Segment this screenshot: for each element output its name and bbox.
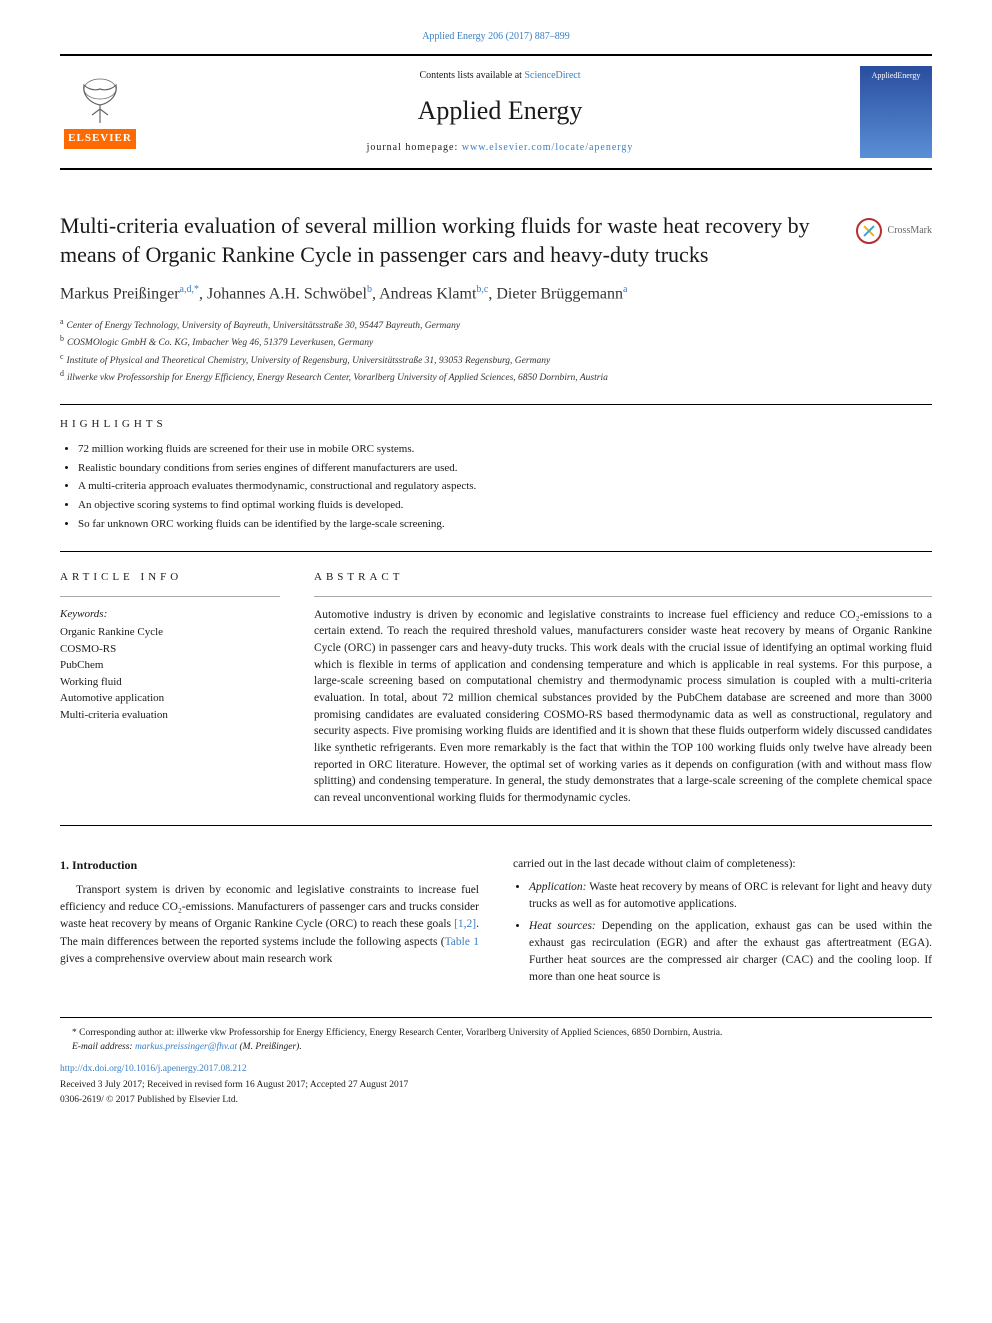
copyright-line: 0306-2619/ © 2017 Published by Elsevier … [60,1093,932,1107]
intro-paragraph: Transport system is driven by economic a… [60,882,479,968]
journal-homepage-line: journal homepage: www.elsevier.com/locat… [158,141,842,155]
affiliations: aCenter of Energy Technology, University… [60,316,932,386]
crossmark-label: CrossMark [888,224,932,238]
bullet-text: Waste heat recovery by means of ORC is r… [529,881,932,910]
bullet-label: Application: [529,881,587,893]
divider [60,825,932,826]
abstract-label: ABSTRACT [314,570,932,585]
thin-divider [60,596,280,597]
author-affil-sup: b,c [476,284,488,295]
list-item: Application: Waste heat recovery by mean… [529,879,932,914]
email-link[interactable]: markus.preissinger@fhv.at [135,1042,237,1052]
table-1-link[interactable]: Table 1 [445,936,479,948]
author-name: Johannes A.H. Schwöbel [207,286,367,303]
keyword-item: Working fluid [60,674,280,691]
received-dates: Received 3 July 2017; Received in revise… [60,1078,932,1092]
author-list: Markus Preißingera,d,*, Johannes A.H. Sc… [60,283,932,306]
keywords-label: Keywords: [60,607,280,622]
col2-continuation: carried out in the last decade without c… [513,856,932,873]
journal-cover-thumb: AppliedEnergy [860,66,932,158]
abstract-column: ABSTRACT Automotive industry is driven b… [314,564,932,806]
header-center: Contents lists available at ScienceDirec… [158,69,842,155]
crossmark-icon [856,218,882,244]
highlight-item: So far unknown ORC working fluids can be… [78,515,932,534]
ref-link-1-2[interactable]: [1,2] [454,918,476,930]
highlights-label: HIGHLIGHTS [60,417,932,432]
author-name: Dieter Brüggemann [496,286,623,303]
doi-link[interactable]: http://dx.doi.org/10.1016/j.apenergy.201… [60,1062,932,1076]
affiliation-line: bCOSMOlogic GmbH & Co. KG, Imbacher Weg … [60,333,932,350]
homepage-prefix: journal homepage: [367,142,462,153]
affiliation-line: aCenter of Energy Technology, University… [60,316,932,333]
email-suffix: (M. Preißinger). [237,1042,302,1052]
highlight-item: A multi-criteria approach evaluates ther… [78,477,932,496]
highlight-item: 72 million working fluids are screened f… [78,440,932,459]
body-col-left: 1. Introduction Transport system is driv… [60,856,479,991]
intro-heading: 1. Introduction [60,856,479,874]
homepage-link[interactable]: www.elsevier.com/locate/apenergy [462,142,634,153]
thin-divider [314,596,932,597]
list-item: Heat sources: Depending on the applicati… [529,918,932,987]
highlights-list: 72 million working fluids are screened f… [78,440,932,533]
highlight-item: An objective scoring systems to find opt… [78,496,932,515]
intro-text-3: gives a comprehensive overview about mai… [60,953,332,965]
intro-text-1: Transport system is driven by economic a… [60,884,479,931]
body-col-right: carried out in the last decade without c… [513,856,932,991]
highlights-block: 72 million working fluids are screened f… [60,440,932,533]
author-affil-sup: a,d,* [180,284,199,295]
divider [60,404,932,405]
col2-bullet-list: Application: Waste heat recovery by mean… [529,879,932,987]
keyword-item: Multi-criteria evaluation [60,707,280,724]
affiliation-line: dillwerke vkw Professorship for Energy E… [60,368,932,385]
highlight-item: Realistic boundary conditions from serie… [78,459,932,478]
keyword-item: COSMO-RS [60,641,280,658]
bullet-label: Heat sources: [529,920,596,932]
journal-header: ELSEVIER Contents lists available at Sci… [60,54,932,170]
journal-reference: Applied Energy 206 (2017) 887–899 [60,30,932,44]
contents-prefix: Contents lists available at [419,70,524,81]
author-name: Markus Preißinger [60,286,180,303]
sciencedirect-link[interactable]: ScienceDirect [524,70,580,81]
article-info-label: ARTICLE INFO [60,570,280,585]
keyword-item: PubChem [60,657,280,674]
article-title: Multi-criteria evaluation of several mil… [60,212,836,269]
crossmark-badge[interactable]: CrossMark [856,218,932,244]
author-affil-sup: a [623,284,627,295]
article-info-column: ARTICLE INFO Keywords: Organic Rankine C… [60,564,280,806]
page-footer: * Corresponding author at: illwerke vkw … [60,1017,932,1107]
keywords-list: Organic Rankine CycleCOSMO-RSPubChemWork… [60,624,280,723]
author-name: Andreas Klamt [379,286,476,303]
contents-lists-line: Contents lists available at ScienceDirec… [158,69,842,83]
corr-text: Corresponding author at: illwerke vkw Pr… [77,1028,723,1038]
keyword-item: Automotive application [60,690,280,707]
elsevier-wordmark: ELSEVIER [64,129,136,148]
divider [60,551,932,552]
affiliation-line: cInstitute of Physical and Theoretical C… [60,351,932,368]
email-line: E-mail address: markus.preissinger@fhv.a… [72,1040,932,1054]
body-columns: 1. Introduction Transport system is driv… [60,856,932,991]
journal-name: Applied Energy [158,93,842,129]
corresponding-author: * Corresponding author at: illwerke vkw … [60,1026,932,1040]
elsevier-logo: ELSEVIER [60,72,140,152]
abstract-text: Automotive industry is driven by economi… [314,607,932,807]
elsevier-tree-icon [70,75,130,125]
keyword-item: Organic Rankine Cycle [60,624,280,641]
email-label: E-mail address: [72,1042,135,1052]
author-affil-sup: b [367,284,372,295]
